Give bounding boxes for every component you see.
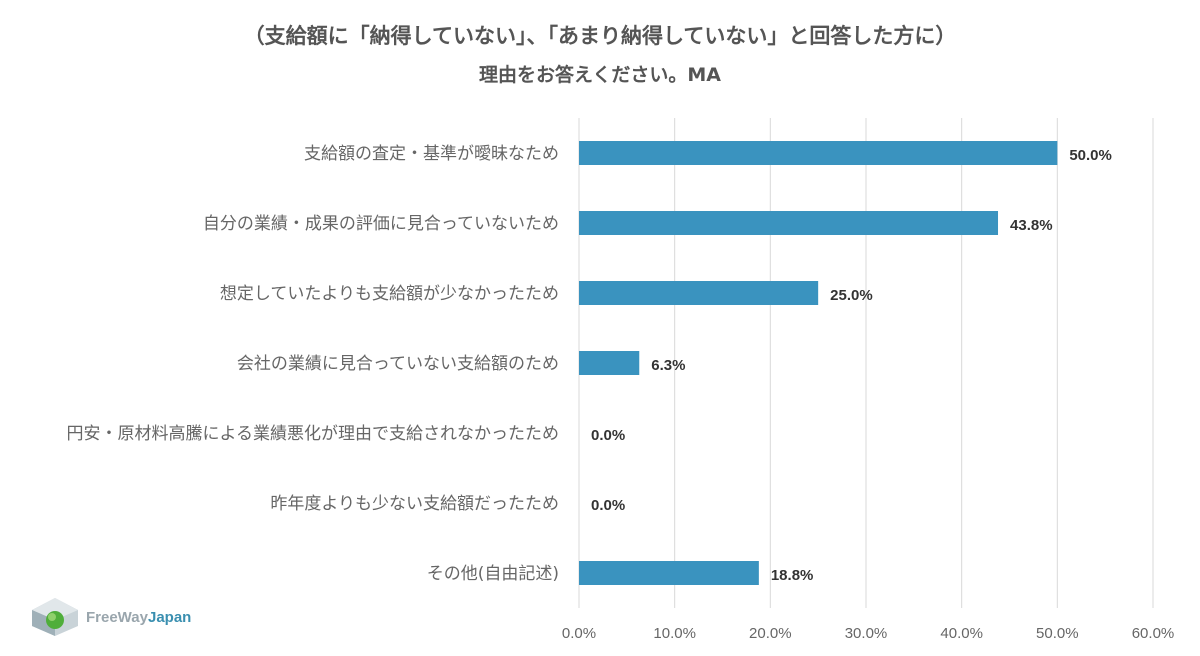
value-label-3: 6.3% [651,357,685,374]
tick-label-4: 40.0% [940,625,983,642]
category-label-2: 想定していたよりも支給額が少なかったため [220,284,559,304]
tick-label-3: 30.0% [845,625,888,642]
value-label-5: 0.0% [591,497,625,514]
tick-label-1: 10.0% [653,625,696,642]
logo-text-japan: Japan [147,608,192,626]
category-label-4: 円安・原材料高騰による業績悪化が理由で支給されなかったため [67,424,560,444]
category-label-6: その他(自由記述) [427,564,559,584]
bar-6 [579,561,759,585]
category-label-1: 自分の業績・成果の評価に見合っていないため [203,214,559,234]
category-label-5: 昨年度よりも少ない支給額だったため [270,494,559,514]
value-label-1: 43.8% [1010,217,1053,234]
freewayjapan-logo: FreeWayJapan [30,596,191,638]
tick-label-2: 20.0% [749,625,792,642]
category-label-0: 支給額の査定・基準が曖昧なため [304,144,559,164]
tick-label-5: 50.0% [1036,625,1079,642]
value-label-6: 18.8% [771,567,814,584]
bar-3 [579,351,640,375]
value-label-0: 50.0% [1069,147,1112,164]
tick-label-6: 60.0% [1132,625,1175,642]
chart-subtitle: 理由をお答えください。MA [478,64,722,86]
category-label-3: 会社の業績に見合っていない支給額のため [237,354,559,374]
bar-2 [579,281,819,305]
bar-1 [579,211,999,235]
logo-text-freeway: FreeWay [86,608,148,626]
bar-0 [579,141,1058,165]
value-label-2: 25.0% [830,287,873,304]
value-label-4: 0.0% [591,427,625,444]
chart-title: （支給額に「納得していない」、「あまり納得していない」と回答した方に） [243,24,957,48]
logo-cube-icon [32,598,78,636]
tick-label-0: 0.0% [562,625,596,642]
